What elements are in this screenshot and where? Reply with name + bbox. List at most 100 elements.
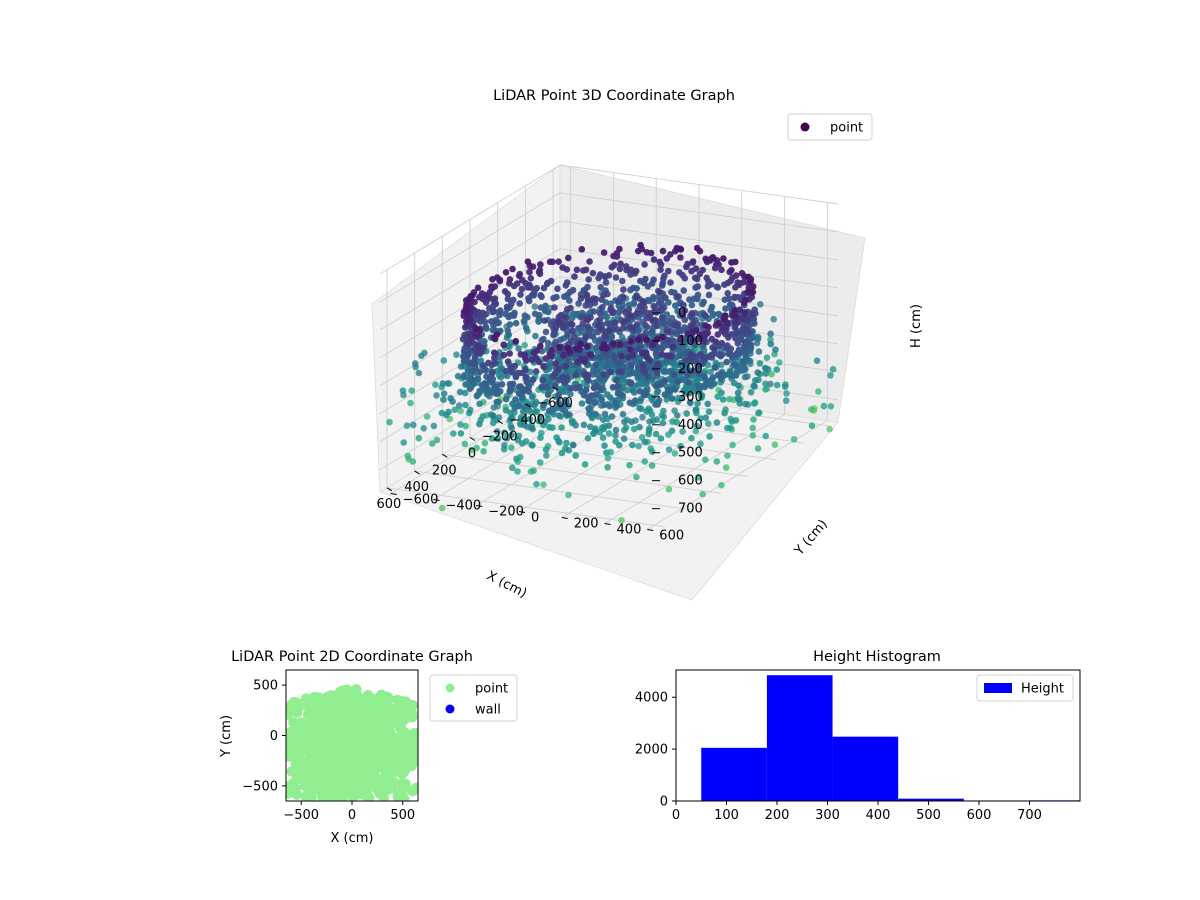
point-3d [762, 386, 769, 393]
point-3d [706, 433, 713, 440]
point-3d [590, 367, 597, 375]
point-3d [649, 373, 657, 381]
point-3d [558, 449, 566, 457]
point-3d [608, 263, 616, 271]
point-3d [664, 328, 671, 336]
point-3d [575, 325, 582, 332]
point-3d [686, 296, 693, 303]
point-3d [623, 341, 630, 348]
point-3d [549, 373, 557, 380]
point-3d [604, 454, 612, 462]
point-3d [498, 381, 506, 388]
point-3d [744, 288, 752, 296]
point-3d [616, 341, 624, 349]
point-2d [388, 777, 400, 788]
point-3d [723, 358, 730, 366]
point-3d [665, 267, 672, 275]
point-3d [512, 396, 519, 403]
point-3d [680, 301, 687, 309]
point-3d [524, 258, 532, 266]
tick-label-3d: −200 [488, 505, 524, 520]
point-3d [699, 300, 706, 308]
tick-label-3d: 400 [678, 418, 703, 433]
point-3d [540, 401, 547, 409]
point-3d [606, 327, 613, 335]
point-3d [540, 284, 548, 292]
point-3d [565, 254, 572, 262]
point-3d [643, 353, 651, 361]
point-3d [683, 410, 690, 417]
point-3d [439, 380, 447, 387]
tick-label-3d: 600 [377, 497, 402, 512]
point-3d [782, 397, 790, 405]
point-3d [713, 458, 721, 465]
point-3d [432, 381, 439, 389]
point-3d [457, 421, 464, 428]
point-3d [626, 370, 633, 378]
point-3d [721, 409, 728, 417]
point-3d [563, 439, 570, 447]
point-3d [656, 288, 663, 296]
point-3d [619, 324, 627, 332]
point-3d [563, 314, 570, 322]
point-3d [677, 442, 684, 450]
point-3d [741, 309, 749, 317]
point-3d [476, 420, 483, 428]
point-3d [474, 349, 481, 356]
point-3d [620, 435, 628, 443]
point-3d [762, 370, 770, 377]
point-3d [572, 371, 580, 379]
point-3d [516, 383, 523, 391]
point-3d [497, 307, 504, 315]
point-3d [506, 280, 513, 287]
point-3d [546, 423, 553, 431]
point-3d [608, 413, 616, 420]
point-3d [643, 249, 651, 256]
legend-histogram: Height [976, 674, 1074, 702]
point-3d [616, 442, 623, 449]
point-2d [395, 696, 406, 707]
legend-3d: point [787, 113, 873, 141]
point-3d [504, 358, 512, 365]
point-3d [552, 323, 560, 331]
point-3d [697, 415, 704, 422]
point-3d [539, 376, 547, 384]
tick-label-3d: 500 [678, 446, 703, 461]
point-3d [610, 252, 617, 260]
tick-label-hist-x: 500 [916, 808, 941, 823]
point-3d [635, 327, 643, 334]
point-3d [619, 277, 626, 285]
point-2d [368, 715, 379, 726]
point-3d [512, 373, 520, 381]
point-3d [653, 322, 661, 330]
point-3d [508, 431, 515, 439]
point-3d [757, 301, 764, 308]
tick-label-3d: 100 [678, 334, 703, 349]
tick-label-3d: 400 [617, 523, 642, 538]
point-3d [463, 340, 470, 348]
point-3d [599, 434, 607, 442]
point-3d [490, 404, 498, 411]
point-2d [286, 788, 294, 799]
point-3d [532, 408, 539, 416]
point-3d [600, 249, 608, 256]
point-3d [502, 310, 510, 318]
point-3d [749, 311, 756, 318]
point-3d [442, 411, 450, 419]
point-2d [383, 730, 395, 741]
point-3d [620, 294, 627, 302]
tick-label-hist-x: 0 [672, 808, 680, 823]
point-3d [563, 306, 571, 313]
point-3d [607, 306, 614, 314]
point-3d [433, 436, 441, 444]
point-3d [460, 312, 468, 320]
point-3d [718, 481, 725, 489]
tick-label-3d: −200 [482, 430, 518, 445]
point-3d [502, 407, 510, 414]
scatter3d-chart: LiDAR Point 3D Coordinate Graph −600 −400… [371, 88, 924, 601]
point-3d [697, 440, 704, 448]
point-3d [552, 360, 559, 367]
point-3d [702, 456, 709, 464]
point-3d [478, 382, 486, 389]
